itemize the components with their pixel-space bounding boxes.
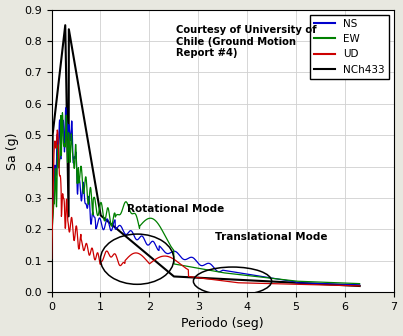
NCh433 [49,252,54,256]
Y-axis label: Sa (g): Sa (g) [6,132,19,170]
EW [49,236,54,240]
NS [183,258,188,262]
NS [63,106,68,110]
NS [218,269,222,274]
EW [60,111,65,115]
NCh433 [90,167,95,171]
NS [90,210,95,214]
NCh433 [357,284,362,288]
Legend: NS, EW, UD, NCh433: NS, EW, UD, NCh433 [310,15,388,79]
NS [153,244,158,248]
Line: EW: EW [52,113,359,284]
EW [211,269,216,273]
UD [49,257,54,261]
UD [102,255,106,259]
NS [102,227,106,232]
Line: UD: UD [52,130,359,286]
EW [183,264,188,268]
UD [218,279,222,283]
UD [55,128,60,132]
NCh433 [211,277,216,281]
Text: Rotational Mode: Rotational Mode [127,204,224,214]
Text: Courtesy of University of
Chile (Ground Motion
Report #4): Courtesy of University of Chile (Ground … [176,25,317,58]
NCh433 [218,277,222,281]
EW [218,270,222,274]
UD [183,266,188,270]
NCh433 [183,275,188,279]
Line: NS: NS [52,108,359,285]
Text: Translational Mode: Translational Mode [215,233,328,242]
EW [90,212,95,216]
EW [102,217,106,221]
NS [49,233,54,237]
NCh433 [102,216,106,220]
NS [211,265,216,269]
UD [211,278,216,282]
Line: NCh433: NCh433 [52,25,359,286]
EW [357,282,362,286]
NS [357,283,362,287]
EW [153,219,158,223]
UD [90,248,95,252]
NCh433 [153,259,158,263]
X-axis label: Periodo (seg): Periodo (seg) [181,318,264,330]
UD [153,257,158,261]
UD [357,284,362,288]
NCh433 [63,23,68,27]
